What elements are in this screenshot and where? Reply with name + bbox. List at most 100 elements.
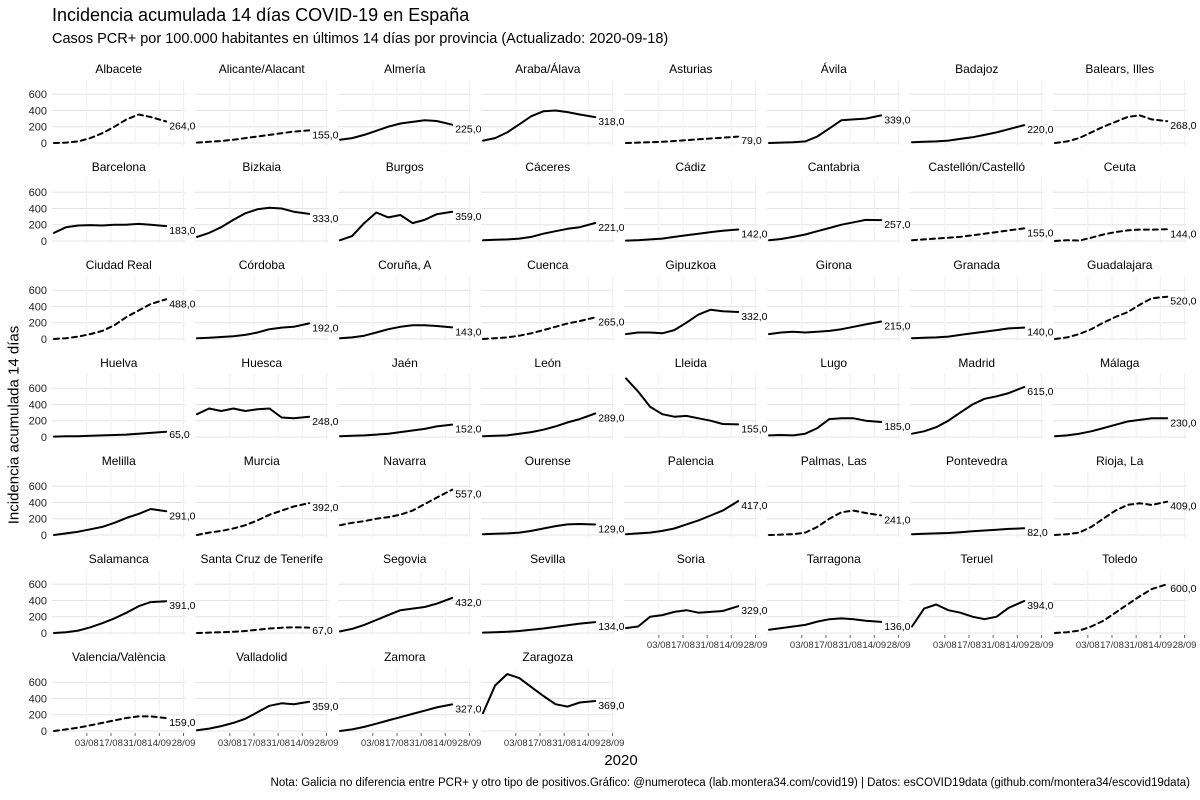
x-tick-label: 03/08 xyxy=(218,738,242,749)
facet-panel: Cáceres 221,0 xyxy=(481,160,625,243)
x-tick-label: 31/08 xyxy=(838,640,862,651)
facet-title: Toledo xyxy=(1102,552,1138,566)
end-value-label: 143,0 xyxy=(455,326,481,338)
chart-caption: Nota: Galicia no diferencia entre PCR+ y… xyxy=(270,777,1190,789)
y-tick-label: 200 xyxy=(29,612,47,624)
end-value-label: 369,0 xyxy=(598,700,624,712)
facet-title: Santa Cruz de Tenerife xyxy=(200,552,323,566)
y-tick-label: 200 xyxy=(29,318,47,330)
y-tick-label: 400 xyxy=(29,595,47,607)
facet-panel: Santa Cruz de Tenerife 67,0 xyxy=(195,552,333,637)
facet-title: Girona xyxy=(816,258,852,272)
series-line xyxy=(196,700,311,732)
y-tick-label: 0 xyxy=(41,236,47,248)
x-tick-label: 31/08 xyxy=(1124,640,1148,651)
x-tick-label: 31/08 xyxy=(695,640,719,651)
facet-title: Araba/Álava xyxy=(515,61,581,76)
facet-panel: Araba/Álava 318,0 xyxy=(481,61,625,145)
facet-title: Balears, Illes xyxy=(1085,62,1154,76)
series-line xyxy=(482,109,597,142)
series-line xyxy=(911,227,1026,242)
facet-title: Almería xyxy=(384,62,426,76)
y-tick-label: 600 xyxy=(29,383,47,395)
end-value-label: 159,0 xyxy=(169,717,195,729)
series-line xyxy=(625,377,740,426)
facet-title: Zaragoza xyxy=(522,650,573,664)
x-tick-label: 14/09 xyxy=(290,738,314,749)
x-tick-label: 31/08 xyxy=(409,738,433,749)
series-line xyxy=(482,222,597,242)
end-value-label: 318,0 xyxy=(598,116,624,128)
facet-title: Salamanca xyxy=(89,552,149,566)
x-axis-label: 2020 xyxy=(604,752,638,769)
series-line xyxy=(911,386,1026,435)
end-value-label: 359,0 xyxy=(312,701,338,713)
series-line xyxy=(625,135,740,144)
series-line xyxy=(911,527,1026,536)
facet-title: Barcelona xyxy=(92,160,146,174)
series-line xyxy=(911,326,1026,340)
end-value-label: 144,0 xyxy=(1170,228,1196,240)
end-value-label: 417,0 xyxy=(741,500,767,512)
facet-title: Palmas, Las xyxy=(801,454,867,468)
x-tick-label: 31/08 xyxy=(266,738,290,749)
series-line xyxy=(625,308,740,336)
y-tick-label: 200 xyxy=(29,220,47,232)
y-tick-label: 600 xyxy=(29,187,47,199)
facet-title: Segovia xyxy=(383,552,427,566)
end-value-label: 391,0 xyxy=(169,600,195,612)
series-line xyxy=(625,228,740,242)
facet-panel: Soria 03/08 17/08 31/08 14/09 28/09 329,0 xyxy=(624,552,768,651)
facet-title: Coruña, A xyxy=(378,258,431,272)
facet-panel: Teruel 03/08 17/08 31/08 14/09 28/09 394,0 xyxy=(910,552,1054,651)
facet-panel: Lugo 185,0 xyxy=(767,356,911,439)
facet-title: Asturias xyxy=(669,62,712,76)
end-value-label: 557,0 xyxy=(455,489,481,501)
facet-title: Albacete xyxy=(95,62,142,76)
end-value-label: 409,0 xyxy=(1170,501,1196,513)
facet-panel: Palmas, Las 241,0 xyxy=(767,454,911,537)
series-line xyxy=(1054,114,1169,144)
facet-title: Cuenca xyxy=(527,258,569,272)
facet-title: Navarra xyxy=(383,454,426,468)
series-line xyxy=(482,523,597,536)
y-tick-label: 400 xyxy=(29,301,47,313)
series-line xyxy=(196,129,311,144)
y-tick-label: 400 xyxy=(29,203,47,215)
end-value-label: 155,0 xyxy=(312,129,338,141)
series-line xyxy=(768,617,883,631)
series-line xyxy=(1054,417,1169,438)
facet-panel: Cádiz 142,0 xyxy=(624,160,768,243)
series-line xyxy=(768,417,883,437)
x-tick-label: 17/08 xyxy=(671,640,695,651)
facet-panel: Tarragona 03/08 17/08 31/08 14/09 28/09 136,0 xyxy=(767,552,911,651)
end-value-label: 67,0 xyxy=(312,625,333,637)
facet-panel: Melilla 0 200 400 600 291,0 xyxy=(29,454,196,542)
series-line xyxy=(196,626,311,634)
facet-panel: Ciudad Real 0 200 400 600 488,0 xyxy=(29,258,196,346)
series-line xyxy=(339,596,454,633)
facet-panel: Almería 225,0 xyxy=(338,62,482,145)
end-value-label: 392,0 xyxy=(312,502,338,514)
end-value-label: 332,0 xyxy=(741,311,767,323)
series-line xyxy=(53,430,168,438)
facet-panel: Pontevedra 82,0 xyxy=(910,454,1048,539)
y-tick-label: 0 xyxy=(41,530,47,542)
facet-panel: Córdoba 192,0 xyxy=(195,258,339,341)
end-value-label: 268,0 xyxy=(1170,120,1196,132)
facet-panel: Murcia 392,0 xyxy=(195,454,339,537)
end-value-label: 615,0 xyxy=(1027,386,1053,398)
facet-panel: Huelva 0 200 400 600 65,0 xyxy=(29,356,190,444)
facet-title: Rioja, La xyxy=(1096,454,1144,468)
series-line xyxy=(482,673,597,715)
series-line xyxy=(339,210,454,242)
series-line xyxy=(53,715,168,732)
x-tick-label: 17/08 xyxy=(385,738,409,749)
facet-panel: Málaga 230,0 xyxy=(1053,356,1197,439)
end-value-label: 327,0 xyxy=(455,703,481,715)
facet-title: Valladolid xyxy=(236,650,287,664)
end-value-label: 183,0 xyxy=(169,225,195,237)
series-line xyxy=(53,222,168,234)
facet-panel: Zaragoza 03/08 17/08 31/08 14/09 28/09 369,0 xyxy=(481,650,625,749)
end-value-label: 65,0 xyxy=(169,429,190,441)
